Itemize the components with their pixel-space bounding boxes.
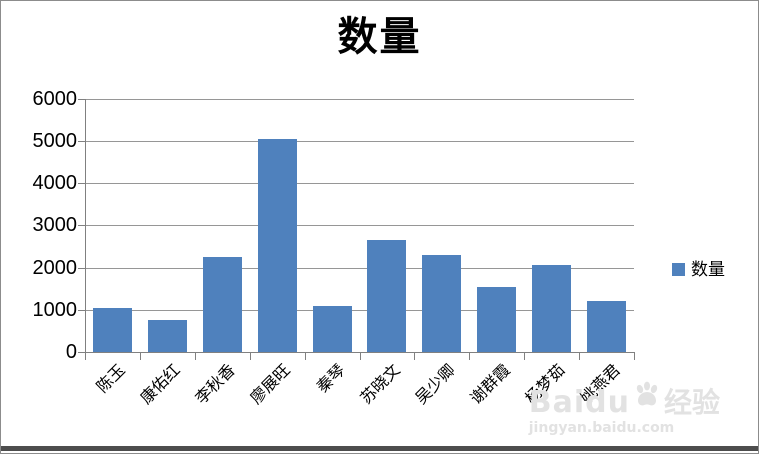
x-axis-tick — [469, 352, 471, 360]
y-axis-tick — [78, 183, 85, 184]
bar-1[interactable] — [92, 307, 132, 352]
gridline-2000 — [85, 267, 634, 269]
y-axis-label: 0 — [65, 341, 77, 363]
y-axis-label: 6000 — [32, 87, 78, 110]
x-axis-tick — [249, 352, 251, 360]
bar-7[interactable] — [422, 254, 462, 352]
y-axis-tick — [78, 267, 85, 269]
legend-color-swatch — [672, 262, 685, 276]
x-axis-tick — [634, 352, 635, 360]
window-bottom-edge — [1, 446, 758, 451]
x-axis-tick — [524, 352, 526, 360]
bar-5[interactable] — [312, 305, 352, 352]
bar-9[interactable] — [532, 265, 572, 352]
x-axis-tick — [85, 352, 86, 360]
y-axis-tick — [78, 140, 85, 142]
y-axis-line — [85, 98, 86, 352]
x-axis-tick — [579, 352, 581, 360]
bar-8[interactable] — [477, 286, 517, 352]
gridline-3000 — [85, 225, 634, 227]
y-axis-tick — [78, 309, 85, 311]
y-axis-label: 4000 — [32, 172, 78, 194]
gridline-1000 — [85, 309, 634, 311]
y-axis-label: 1000 — [32, 298, 78, 321]
gridline-6000 — [85, 98, 634, 100]
bar-10[interactable] — [587, 301, 627, 352]
y-axis-label: 3000 — [32, 214, 78, 237]
gridline-4000 — [85, 183, 634, 184]
legend[interactable]: 数量 — [672, 255, 725, 280]
chart-title[interactable]: 数量 — [337, 13, 422, 60]
bar-3[interactable] — [202, 256, 242, 352]
bar-2[interactable] — [147, 320, 187, 352]
gridline-5000 — [85, 140, 634, 142]
x-axis-tick — [139, 352, 141, 360]
x-axis-tick — [414, 352, 416, 360]
legend-label: 数量 — [691, 260, 725, 280]
x-axis-tick — [304, 352, 306, 360]
bar-4[interactable] — [257, 138, 297, 352]
y-axis-label: 5000 — [32, 129, 78, 152]
x-axis-tick — [359, 352, 361, 360]
y-axis-label: 2000 — [32, 256, 78, 279]
y-axis-tick — [78, 98, 85, 100]
y-axis-tick — [78, 225, 85, 227]
y-axis-tick — [78, 352, 85, 353]
x-axis-tick — [194, 352, 196, 360]
bar-6[interactable] — [367, 240, 407, 352]
